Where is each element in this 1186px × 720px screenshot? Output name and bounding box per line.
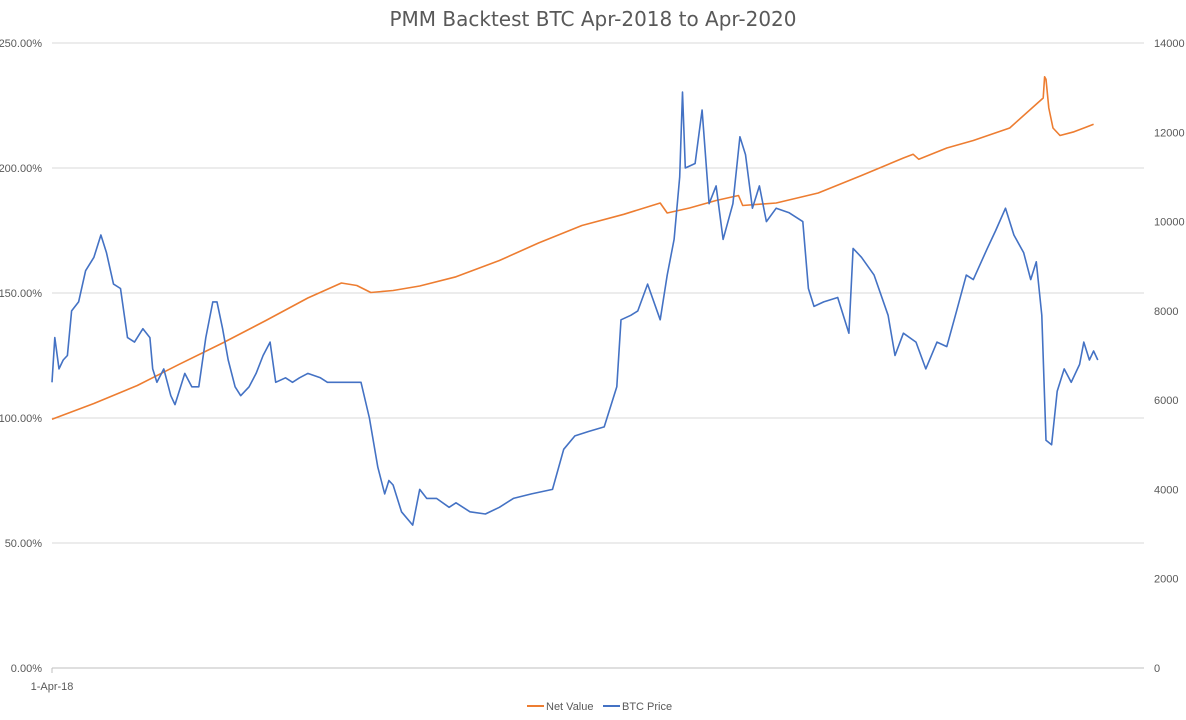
y-left-tick-label: 100.00% xyxy=(0,413,42,425)
y-right-tick-label: 12000 xyxy=(1154,127,1185,139)
chart-title: PMM Backtest BTC Apr-2018 to Apr-2020 xyxy=(389,7,797,31)
y-right-tick-label: 0 xyxy=(1154,663,1160,675)
y-right-tick-label: 8000 xyxy=(1154,306,1178,318)
y-left-tick-label: 0.00% xyxy=(11,663,42,675)
legend-entry: Net Value xyxy=(546,701,594,713)
x-tick-label: 1-Apr-18 xyxy=(31,681,74,693)
legend-entry: BTC Price xyxy=(622,701,672,713)
y-left-tick-label: 250.00% xyxy=(0,38,42,50)
y-left-tick-label: 50.00% xyxy=(5,538,43,550)
series-line-net-value xyxy=(51,76,1094,421)
series-line-btc-price xyxy=(51,91,1099,526)
y-right-tick-label: 14000 xyxy=(1154,38,1185,50)
y-right-tick-label: 2000 xyxy=(1154,574,1178,586)
y-right-tick-label: 10000 xyxy=(1154,217,1185,229)
y-right-tick-label: 4000 xyxy=(1154,484,1178,496)
y-left-tick-label: 200.00% xyxy=(0,163,42,175)
y-right-tick-label: 6000 xyxy=(1154,395,1178,407)
y-left-tick-label: 150.00% xyxy=(0,288,42,300)
